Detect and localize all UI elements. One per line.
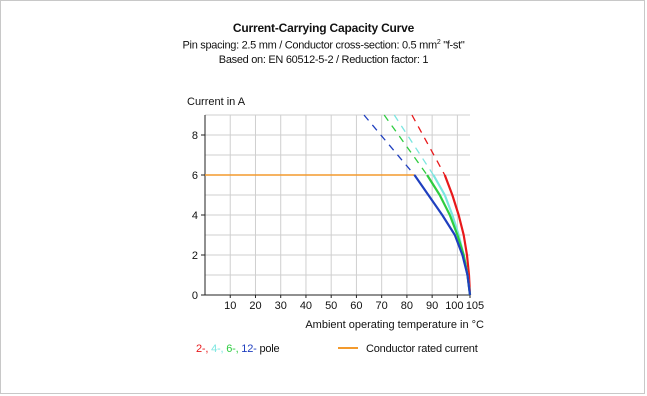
- legend-pole-3: 12-: [241, 343, 257, 355]
- x-tick-label: 20: [249, 300, 261, 312]
- series-2-dashed-line: [383, 114, 428, 176]
- legend-pole-suffix: pole: [256, 343, 280, 355]
- chart-subtitle-1: Pin spacing: 2.5 mm / Conductor cross-se…: [182, 39, 465, 52]
- series-3-solid-line: [413, 174, 472, 296]
- x-tick-label: 80: [401, 300, 413, 312]
- legend-rated-current: Conductor rated current: [338, 343, 478, 355]
- series-0-solid-line: [443, 174, 472, 296]
- legend-pole-1: 4-,: [211, 343, 227, 355]
- x-tick-label: 30: [275, 300, 287, 312]
- y-tick-label: 8: [192, 130, 198, 142]
- chart-titles: Current-Carrying Capacity Curve Pin spac…: [0, 20, 647, 67]
- x-tick-label: 105: [466, 300, 484, 312]
- chart-title: Current-Carrying Capacity Curve: [232, 21, 415, 35]
- legend-rated-label: Conductor rated current: [366, 343, 478, 355]
- x-axis-label: Ambient operating temperature in °C: [305, 319, 484, 331]
- series-3-dashed-line: [363, 114, 415, 176]
- legend-pole-0: 2-,: [196, 343, 212, 355]
- y-tick-label: 0: [192, 290, 198, 302]
- x-tick-label: 50: [325, 300, 337, 312]
- chart-subtitle-2: Based on: EN 60512-5-2 / Reduction facto…: [218, 53, 429, 66]
- x-tick-label: 100: [445, 300, 463, 312]
- legend-rated-line: [338, 347, 358, 350]
- x-tick-label: 70: [376, 300, 388, 312]
- legend-pole-2: 6-,: [226, 343, 242, 355]
- x-tick-label: 40: [300, 300, 312, 312]
- legend-poles: 2-, 4-, 6-, 12- pole: [196, 343, 280, 355]
- x-tick-label: 60: [350, 300, 362, 312]
- x-tick-label: 90: [426, 300, 438, 312]
- y-tick-label: 4: [192, 210, 198, 222]
- y-tick-label: 6: [192, 170, 198, 182]
- series-1-dashed-line: [393, 114, 434, 176]
- y-axis-label: Current in A: [187, 96, 246, 108]
- x-tick-label: 10: [224, 300, 236, 312]
- series-0-dashed-line: [411, 114, 446, 176]
- y-tick-label: 2: [192, 250, 198, 262]
